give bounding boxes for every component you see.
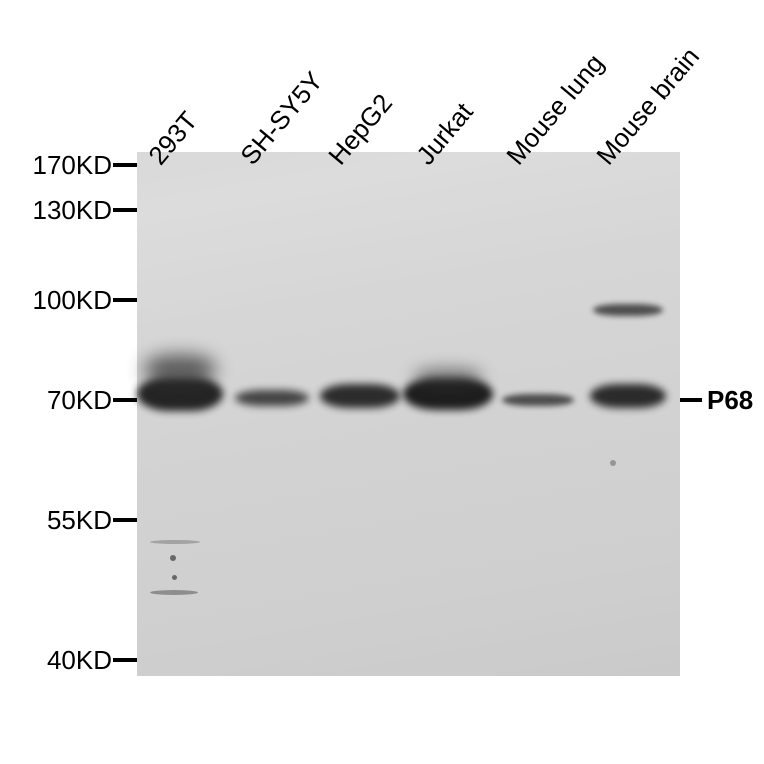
mw-marker-tick [113,658,137,662]
mw-marker-label: 55KD [47,505,112,536]
artifact-speck [150,590,198,595]
figure-container: 293TSH-SY5YHepG2JurkatMouse lungMouse br… [0,0,764,764]
mw-marker-label: 40KD [47,645,112,676]
mw-marker-tick [113,163,137,167]
protein-band [502,394,574,406]
protein-band [590,384,666,408]
artifact-speck [610,460,616,466]
artifact-speck [150,540,200,544]
protein-band [593,304,663,316]
target-protein-label: P68 [707,385,753,416]
mw-marker-tick [113,398,137,402]
protein-band [235,390,309,406]
mw-marker-tick [113,298,137,302]
mw-marker-tick [113,518,137,522]
mw-marker-tick [113,208,137,212]
mw-marker-label: 100KD [33,285,113,316]
blot-membrane [137,152,680,676]
protein-band [320,384,400,408]
mw-marker-label: 130KD [33,195,113,226]
artifact-speck [170,555,176,561]
protein-band [413,368,483,388]
target-tick [680,398,702,402]
protein-band [144,355,216,385]
artifact-speck [172,575,177,580]
mw-marker-label: 170KD [33,150,113,181]
mw-marker-label: 70KD [47,385,112,416]
